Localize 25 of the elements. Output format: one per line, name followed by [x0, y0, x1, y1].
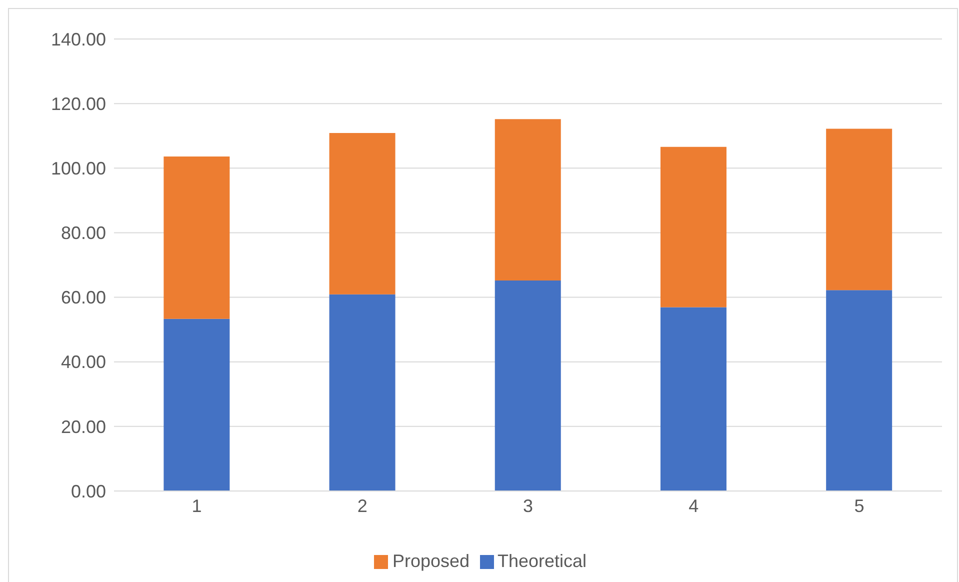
bar [660, 146, 726, 308]
bar [494, 119, 561, 280]
bar [826, 290, 892, 491]
y-tick-label: 40.00 [60, 352, 106, 372]
bar [329, 132, 396, 294]
y-tick-label: 100.00 [50, 158, 106, 179]
legend-label: Proposed [392, 551, 470, 571]
x-tick-label: 2 [357, 496, 368, 516]
y-tick-label: 60.00 [60, 288, 106, 308]
bar [494, 280, 561, 491]
bar [164, 318, 230, 491]
x-tick-label: 1 [192, 496, 202, 516]
x-tick-label: 4 [688, 496, 699, 516]
y-tick-label: 140.00 [50, 29, 106, 50]
x-tick-label: 5 [854, 496, 864, 516]
bar [826, 128, 892, 290]
x-tick-label: 3 [522, 496, 534, 516]
bar [660, 307, 726, 491]
legend-label: Theoretical [498, 551, 587, 571]
y-tick-label: 0.00 [70, 481, 106, 502]
y-tick-label: 80.00 [60, 223, 106, 244]
bar [329, 294, 396, 491]
y-tick-label: 120.00 [50, 94, 106, 114]
y-tick-label: 20.00 [60, 416, 106, 437]
bar [164, 156, 230, 319]
